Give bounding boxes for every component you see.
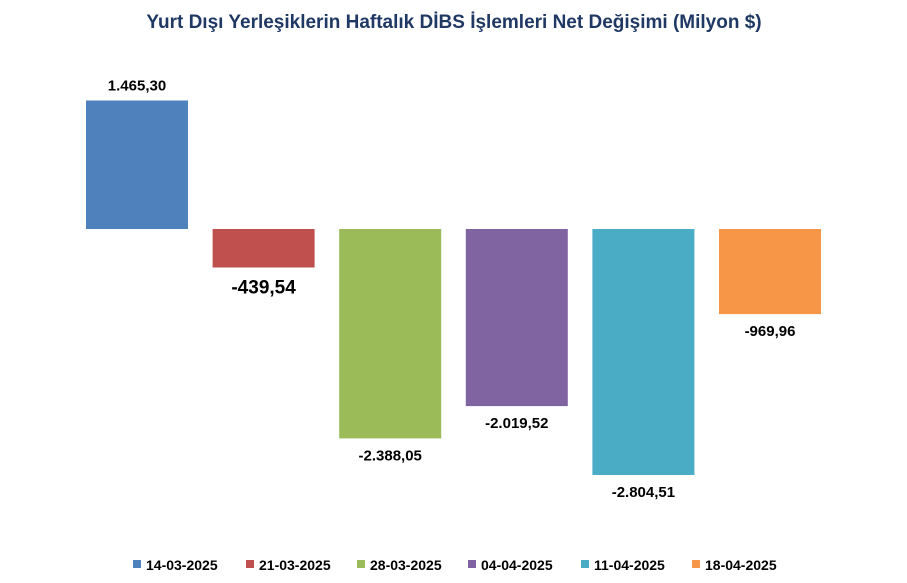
legend-swatch-11-04-2025 [581, 560, 589, 568]
data-labels-group: 1.465,30 -439,54 -2.388,05 -2.019,52 -2.804,… [108, 78, 796, 502]
legend-label-11-04-2025: 11-04-2025 [594, 557, 665, 573]
bar-11-04-2025 [592, 229, 695, 475]
legend-label-28-03-2025: 28-03-2025 [370, 557, 442, 573]
chart-title: Yurt Dışı Yerleşiklerin Haftalık DİBS İş… [146, 12, 761, 33]
legend-label-18-04-2025: 18-04-2025 [705, 557, 777, 573]
data-label-11-04-2025: -2.804,51 [612, 484, 675, 501]
legend-swatch-18-04-2025 [692, 560, 700, 568]
legend-label-21-03-2025: 21-03-2025 [259, 557, 331, 573]
bar-28-03-2025 [339, 229, 442, 439]
bar-21-03-2025 [212, 229, 315, 268]
legend-swatch-04-04-2025 [468, 560, 476, 568]
bars-group [86, 100, 821, 475]
bar-14-03-2025 [86, 100, 188, 229]
legend-swatch-28-03-2025 [357, 560, 365, 568]
bar-18-04-2025 [719, 229, 821, 315]
legend-label-14-03-2025: 14-03-2025 [146, 557, 218, 573]
legend: 14-03-2025 21-03-2025 28-03-2025 04-04-2025… [133, 557, 777, 573]
legend-label-04-04-2025: 04-04-2025 [481, 557, 553, 573]
data-label-18-04-2025: -969,96 [745, 323, 796, 340]
data-label-28-03-2025: -2.388,05 [359, 447, 422, 464]
data-label-21-03-2025: -439,54 [231, 278, 296, 299]
data-label-04-04-2025: -2.019,52 [485, 415, 548, 432]
data-label-14-03-2025: 1.465,30 [108, 78, 166, 95]
legend-swatch-14-03-2025 [133, 560, 141, 568]
legend-swatch-21-03-2025 [246, 560, 254, 568]
bar-04-04-2025 [465, 229, 568, 407]
